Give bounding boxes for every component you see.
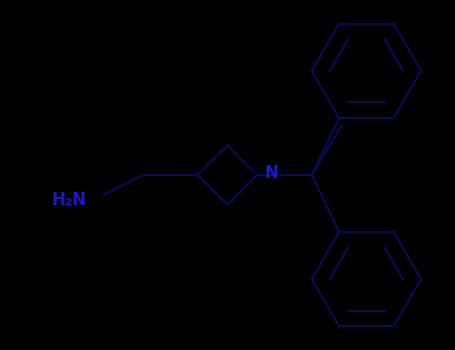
Text: N: N [265, 163, 278, 182]
Text: H₂N: H₂N [51, 191, 86, 209]
